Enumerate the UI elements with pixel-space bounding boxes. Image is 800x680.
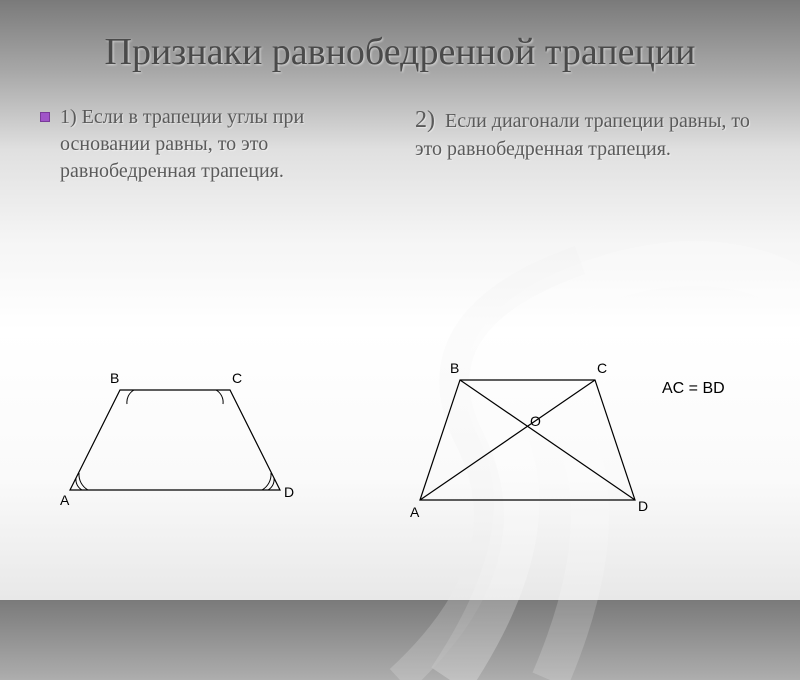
vertex-label-A1: A (60, 492, 69, 508)
property-2-text: 2) Если диагонали трапеции равны, то это… (415, 104, 760, 163)
slide-title: Признаки равнобедренной трапеции (0, 0, 800, 74)
diagram-1: A B C D (50, 350, 400, 530)
vertex-label-B2: B (450, 360, 459, 376)
diagram-2: A B C D O AC = BD (400, 350, 750, 540)
vertex-label-D1: D (284, 484, 294, 500)
vertex-label-B1: B (110, 370, 119, 386)
vertex-label-A2: A (410, 504, 419, 520)
trapezoid-2-svg (400, 350, 660, 530)
vertex-label-D2: D (638, 498, 648, 514)
column-left: 1) Если в трапеции углы при основании ра… (40, 104, 385, 185)
content-columns: 1) Если в трапеции углы при основании ра… (0, 74, 800, 185)
property-1-body: Если в трапеции углы при основании равны… (60, 106, 304, 182)
diagonal-equation: AC = BD (662, 380, 725, 398)
vertex-label-C1: C (232, 370, 242, 386)
property-1-number: 1) (60, 106, 77, 128)
center-label-O: O (530, 413, 541, 429)
property-2-body: Если диагонали трапеции равны, то это ра… (415, 110, 750, 160)
vertex-label-C2: C (597, 360, 607, 376)
bullet-icon (40, 112, 50, 122)
trapezoid-1-svg (50, 350, 310, 530)
property-1-text: 1) Если в трапеции углы при основании ра… (60, 104, 385, 185)
property-2-number: 2) (415, 107, 435, 133)
diagrams-row: A B C D A B C D O AC = BD (0, 350, 800, 540)
column-right: 2) Если диагонали трапеции равны, то это… (415, 104, 760, 185)
